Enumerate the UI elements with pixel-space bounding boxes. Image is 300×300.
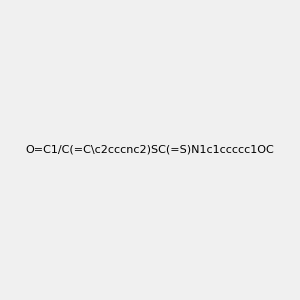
Text: O=C1/C(=C\c2cccnc2)SC(=S)N1c1ccccc1OC: O=C1/C(=C\c2cccnc2)SC(=S)N1c1ccccc1OC xyxy=(26,145,275,155)
